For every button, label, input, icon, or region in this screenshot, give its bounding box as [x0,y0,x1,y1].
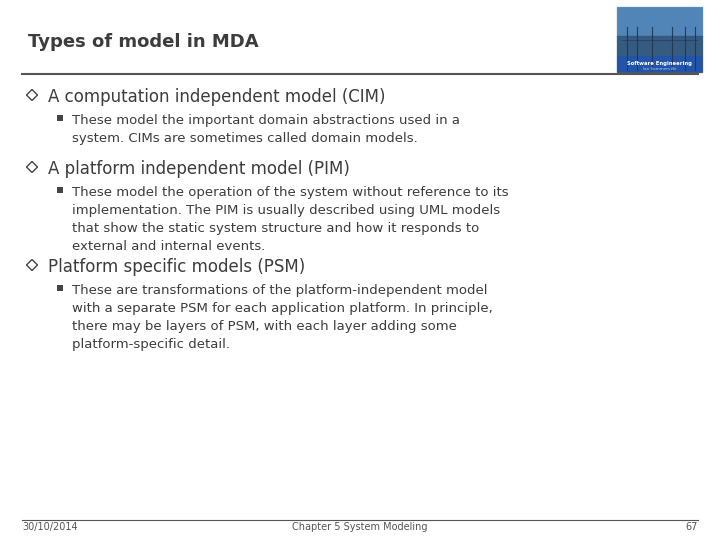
Text: 67: 67 [685,522,698,532]
Text: These are transformations of the platform-independent model
with a separate PSM : These are transformations of the platfor… [72,284,492,351]
Polygon shape [57,115,63,121]
Text: A computation independent model (CIM): A computation independent model (CIM) [48,88,385,106]
Text: Ian Sommerville: Ian Sommerville [643,67,676,71]
Bar [617,7,702,72]
Text: Chapter 5 System Modeling: Chapter 5 System Modeling [292,522,428,532]
Text: These model the important domain abstractions used in a
system. CIMs are sometim: These model the important domain abstrac… [72,114,460,145]
Text: These model the operation of the system without reference to its
implementation.: These model the operation of the system … [72,186,508,253]
Text: Software Engineering: Software Engineering [627,62,692,66]
Polygon shape [57,285,63,291]
Bar [617,56,702,72]
Polygon shape [57,187,63,193]
Text: 30/10/2014: 30/10/2014 [22,522,78,532]
Text: A platform independent model (PIM): A platform independent model (PIM) [48,160,350,178]
Text: Types of model in MDA: Types of model in MDA [28,33,258,51]
Text: Platform specific models (PSM): Platform specific models (PSM) [48,258,305,276]
